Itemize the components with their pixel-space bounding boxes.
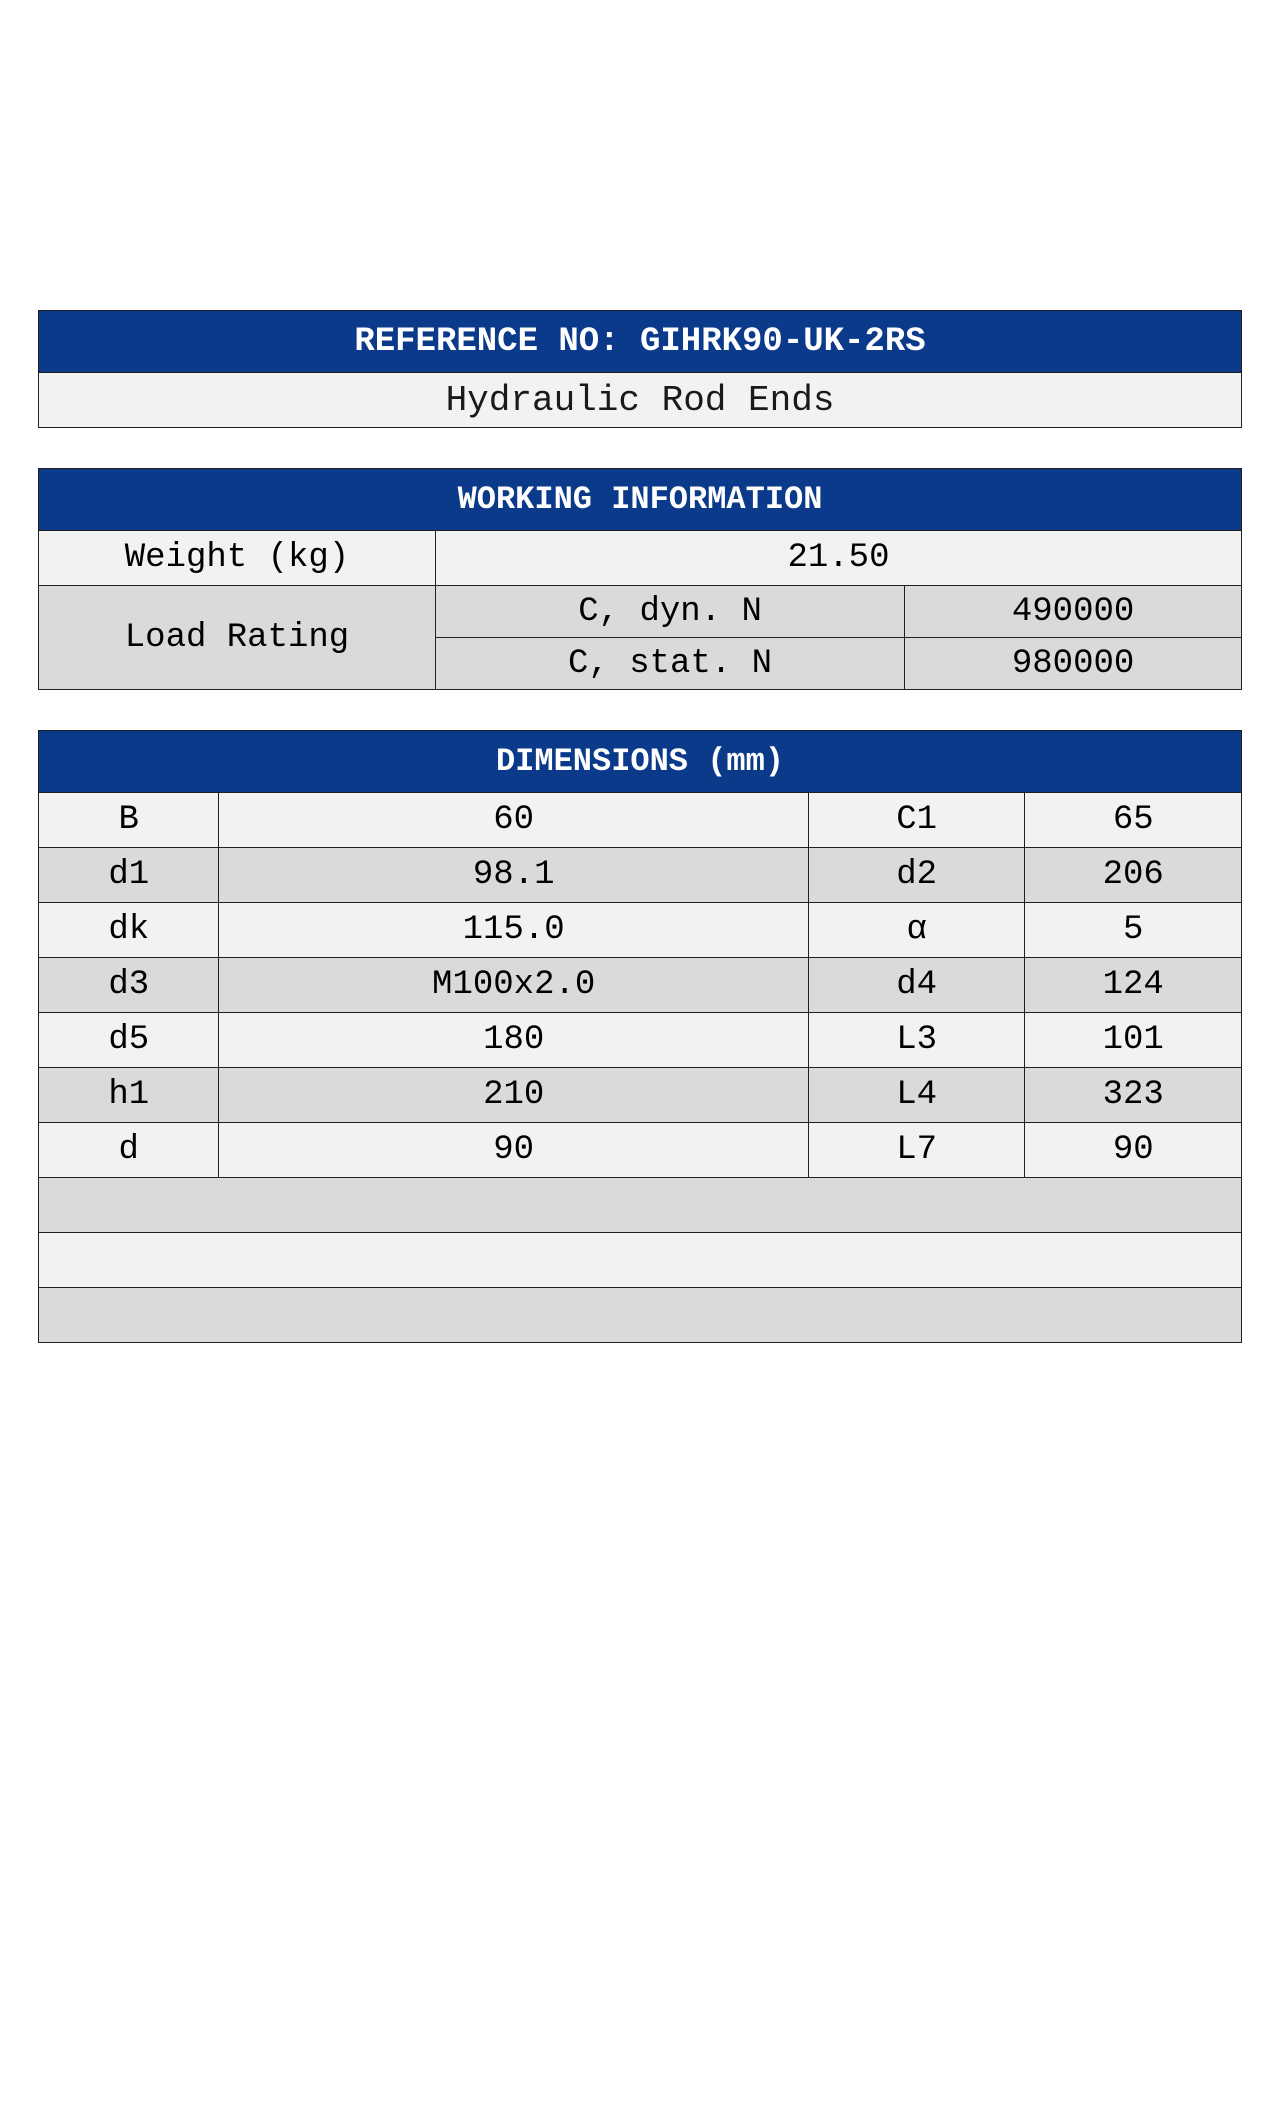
dim-value: 60 (219, 793, 808, 848)
empty-row (39, 1233, 1242, 1288)
load-rating-label: Load Rating (39, 586, 436, 690)
reference-table: REFERENCE NO: GIHRK90-UK-2RS Hydraulic R… (38, 310, 1242, 428)
stat-label: C, stat. N (435, 638, 904, 690)
dim-value: 180 (219, 1013, 808, 1068)
dyn-label: C, dyn. N (435, 586, 904, 638)
stat-value: 980000 (905, 638, 1242, 690)
dim-key: d5 (39, 1013, 219, 1068)
dim-key: d3 (39, 958, 219, 1013)
dim-value: 124 (1025, 958, 1242, 1013)
dim-value: 98.1 (219, 848, 808, 903)
dim-value: 323 (1025, 1068, 1242, 1123)
working-header: WORKING INFORMATION (39, 469, 1242, 531)
dyn-value: 490000 (905, 586, 1242, 638)
weight-value: 21.50 (435, 531, 1241, 586)
dim-value: 210 (219, 1068, 808, 1123)
dim-key: d1 (39, 848, 219, 903)
dim-key: d4 (808, 958, 1025, 1013)
dim-key: L7 (808, 1123, 1025, 1178)
dim-key: dk (39, 903, 219, 958)
dim-value: 65 (1025, 793, 1242, 848)
dim-value: 101 (1025, 1013, 1242, 1068)
empty-row (39, 1288, 1242, 1343)
dim-key: C1 (808, 793, 1025, 848)
dim-value: 5 (1025, 903, 1242, 958)
dim-value: 90 (219, 1123, 808, 1178)
dim-key: α (808, 903, 1025, 958)
dim-key: L4 (808, 1068, 1025, 1123)
reference-header: REFERENCE NO: GIHRK90-UK-2RS (39, 311, 1242, 373)
dim-value: 90 (1025, 1123, 1242, 1178)
reference-subtitle: Hydraulic Rod Ends (39, 373, 1242, 428)
dim-key: h1 (39, 1068, 219, 1123)
dim-value: 115.0 (219, 903, 808, 958)
dim-value: 206 (1025, 848, 1242, 903)
reference-label: REFERENCE NO: (354, 323, 640, 361)
dimensions-header: DIMENSIONS (mm) (39, 731, 1242, 793)
dim-key: d2 (808, 848, 1025, 903)
reference-value: GIHRK90-UK-2RS (640, 323, 926, 361)
working-info-table: WORKING INFORMATION Weight (kg) 21.50 Lo… (38, 468, 1242, 690)
dim-value: M100x2.0 (219, 958, 808, 1013)
empty-row (39, 1178, 1242, 1233)
dim-key: B (39, 793, 219, 848)
weight-label: Weight (kg) (39, 531, 436, 586)
dim-key: L3 (808, 1013, 1025, 1068)
dim-key: d (39, 1123, 219, 1178)
dimensions-table: DIMENSIONS (mm) B 60 C1 65 d1 98.1 d2 20… (38, 730, 1242, 1343)
